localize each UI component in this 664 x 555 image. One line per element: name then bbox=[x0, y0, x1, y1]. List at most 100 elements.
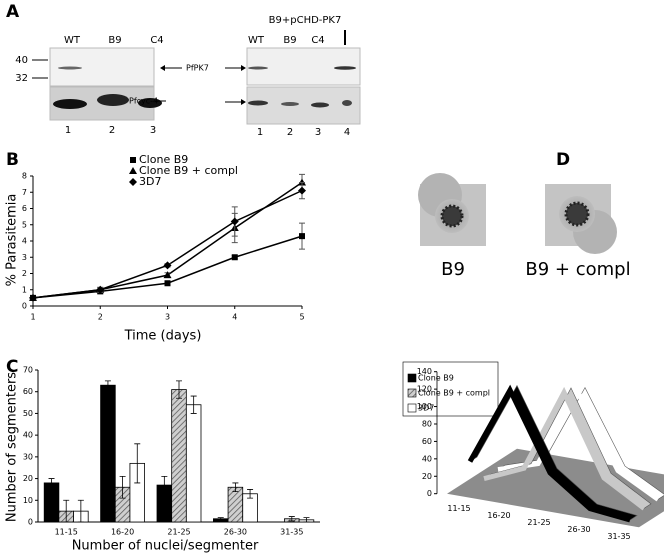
lane-number: 2 bbox=[287, 127, 293, 138]
legend-label: Clone B9 bbox=[139, 153, 188, 166]
x-tick-label: 11-15 bbox=[55, 528, 78, 537]
legend-swatch bbox=[407, 373, 417, 383]
error-bar bbox=[176, 380, 182, 399]
y-tick-label: 4 bbox=[22, 237, 27, 246]
blot-band bbox=[248, 66, 268, 70]
ribbon bbox=[483, 386, 646, 511]
x-tick-label: 16-20 bbox=[111, 528, 134, 537]
y-axis-title: % Parasitemia bbox=[5, 194, 20, 287]
legend-box bbox=[402, 361, 499, 417]
legend-swatch bbox=[407, 403, 417, 413]
x-tick-label: 21-25 bbox=[527, 518, 550, 527]
marker bbox=[298, 186, 306, 195]
error-bar bbox=[232, 482, 239, 492]
arrow-head bbox=[241, 99, 246, 105]
y-tick-label: 2 bbox=[22, 269, 27, 278]
error-bar bbox=[161, 476, 168, 495]
micrograph bbox=[545, 184, 617, 254]
y-tick-label: 70 bbox=[23, 366, 33, 375]
lane-number: 3 bbox=[150, 125, 156, 136]
marker bbox=[231, 254, 238, 261]
size-marker: 40 bbox=[15, 55, 28, 66]
error-bar bbox=[48, 478, 55, 488]
y-axis-title: Number of segmenters bbox=[5, 372, 20, 522]
blot-band bbox=[97, 94, 129, 106]
lane-header: B9+pCHD-PK7 bbox=[269, 15, 342, 26]
error-bar bbox=[190, 395, 197, 414]
lane-label: C4 bbox=[311, 35, 324, 46]
legend-label: Clone B9 bbox=[418, 374, 454, 383]
blot-image bbox=[246, 86, 361, 125]
lane-label: B9 bbox=[283, 35, 296, 46]
blot-band bbox=[281, 102, 299, 106]
arrow-head bbox=[241, 65, 246, 71]
error-bar bbox=[247, 489, 254, 499]
legend-swatch bbox=[407, 388, 417, 398]
bar bbox=[43, 482, 60, 523]
y-tick-label: 60 bbox=[23, 387, 33, 396]
error-bar bbox=[303, 517, 310, 523]
y-tick-label: 7 bbox=[22, 188, 27, 197]
marker bbox=[230, 217, 239, 226]
legend-label: Clone B9 + compl bbox=[418, 389, 490, 398]
x-axis-title: Number of nuclei/segmenter bbox=[72, 539, 259, 554]
lane-number: 1 bbox=[65, 125, 71, 136]
blot-band bbox=[58, 66, 82, 70]
lane-label: WT bbox=[64, 35, 81, 46]
lane-number: 4 bbox=[344, 127, 350, 138]
y-tick-label: 0 bbox=[22, 302, 27, 311]
error-bar bbox=[104, 380, 111, 390]
y-tick-label: 5 bbox=[22, 220, 27, 229]
legend-label: Clone B9 + compl bbox=[139, 164, 238, 177]
legend-label: 3D7 bbox=[418, 404, 434, 413]
arrow-head bbox=[160, 65, 165, 71]
lane-number: 3 bbox=[315, 127, 321, 138]
error-bar bbox=[77, 499, 84, 523]
x-tick-label: 5 bbox=[299, 313, 304, 322]
x-tick-label: 3 bbox=[165, 313, 170, 322]
marker bbox=[164, 280, 171, 287]
y-tick-label: 1 bbox=[22, 285, 27, 294]
y-tick-label: 120 bbox=[417, 385, 432, 394]
blot-band bbox=[311, 102, 329, 108]
y-tick-label: 20 bbox=[23, 474, 33, 483]
legend-marker bbox=[129, 167, 137, 174]
lane-label: WT bbox=[248, 35, 265, 46]
blot-band bbox=[248, 100, 268, 106]
y-tick-label: 30 bbox=[23, 452, 33, 461]
x-tick-label: 21-25 bbox=[167, 528, 190, 537]
panel-label: C bbox=[6, 357, 18, 377]
error-bar bbox=[63, 499, 70, 523]
micrograph bbox=[418, 173, 486, 246]
y-tick-label: 40 bbox=[422, 454, 432, 463]
panel-label: A bbox=[6, 2, 20, 22]
y-tick-label: 20 bbox=[422, 472, 432, 481]
blot-band bbox=[53, 99, 87, 109]
lane-number: 1 bbox=[257, 127, 263, 138]
marker bbox=[299, 233, 305, 240]
x-tick-label: 26-30 bbox=[224, 528, 247, 537]
error-bar bbox=[217, 517, 224, 521]
lane-number: 2 bbox=[109, 125, 115, 136]
x-axis-title: Time (days) bbox=[124, 329, 202, 344]
bar bbox=[227, 486, 244, 523]
y-tick-label: 40 bbox=[23, 431, 33, 440]
lane-label: B9 bbox=[108, 35, 121, 46]
y-tick-label: 100 bbox=[417, 402, 432, 411]
bar bbox=[100, 384, 116, 523]
x-tick-label: 4 bbox=[232, 313, 237, 322]
marker bbox=[96, 285, 105, 294]
blot-band bbox=[342, 100, 352, 106]
x-tick-label: 1 bbox=[30, 313, 35, 322]
ribbon bbox=[467, 384, 631, 523]
micrograph-label: B9 bbox=[441, 259, 465, 280]
size-marker: 32 bbox=[15, 73, 28, 84]
x-tick-label: 2 bbox=[98, 313, 103, 322]
error-bar bbox=[288, 516, 295, 522]
y-tick-label: 80 bbox=[422, 419, 432, 428]
x-tick-label: 31-35 bbox=[607, 532, 630, 541]
x-tick-label: 31-35 bbox=[280, 528, 303, 537]
marker bbox=[163, 261, 172, 270]
panel-label: D bbox=[556, 150, 570, 170]
